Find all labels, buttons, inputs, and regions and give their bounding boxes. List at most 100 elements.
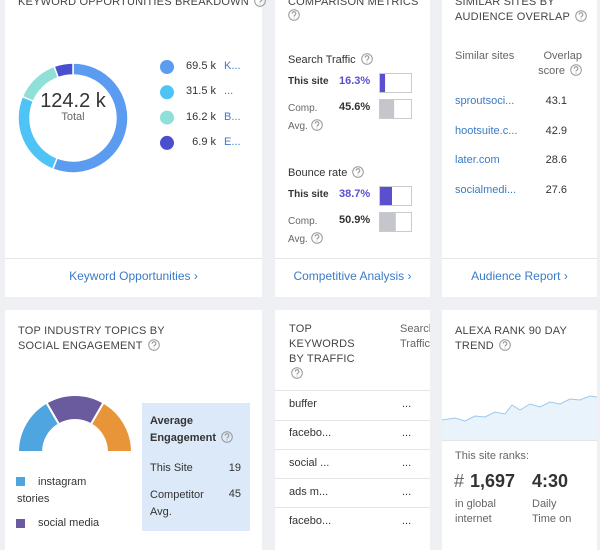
overlap-score: 27.6: [545, 183, 567, 196]
legend-label: instagram stories: [17, 476, 87, 505]
help-icon[interactable]: [291, 367, 303, 379]
subtitle: This site ranks:: [455, 450, 529, 462]
legend-label: E...: [224, 135, 241, 148]
help-icon[interactable]: [499, 339, 511, 351]
help-glyph: [570, 64, 582, 76]
trend-area: [442, 396, 597, 440]
title-text: TOP KEYWORDS BY TRAFFIC: [289, 323, 355, 365]
site-link[interactable]: socialmedi...: [455, 183, 517, 196]
help-icon[interactable]: [360, 53, 373, 65]
metric-name-text: Search Traffic: [288, 54, 356, 66]
help-icon[interactable]: [254, 0, 266, 7]
link[interactable]: Audience Report ›: [471, 269, 568, 283]
keyword-traffic: ...: [402, 398, 412, 410]
time-label: Daily Time on: [532, 498, 572, 525]
metric-name: Bounce rate: [288, 166, 365, 181]
metric-value: 50.9%: [339, 214, 371, 226]
legend-swatch: [16, 519, 25, 528]
title-text: Average Engagement: [150, 415, 217, 444]
keyword: facebo...: [289, 515, 332, 528]
row-label: Comp. Avg.: [288, 216, 318, 245]
help-icon[interactable]: [147, 339, 160, 351]
card-title: TOP INDUSTRY TOPICS BY SOCIAL ENGAGEMENT: [18, 324, 208, 354]
metric-bar: [380, 100, 395, 118]
keyword: facebo...: [289, 427, 332, 440]
help-row: [308, 119, 323, 134]
engagement-label: This Site: [150, 462, 193, 474]
legend-value: 69.5 k: [186, 60, 216, 72]
help-glyph: [291, 367, 303, 379]
trend-line: [441, 395, 598, 422]
row-label: Comp. Avg.: [288, 103, 318, 132]
metric-bar: [380, 187, 392, 205]
column-header: Overlap score: [530, 49, 582, 79]
help-glyph: [288, 9, 300, 21]
page: KEYWORD OPPORTUNITIES BREAKDOWN 124.2 k …: [5, 0, 598, 550]
legend-label: B...: [224, 110, 241, 123]
topics-chart: [16, 393, 134, 453]
card: [442, 0, 597, 297]
keyword-traffic: ...: [402, 427, 412, 440]
engagement-value: 19: [228, 462, 241, 474]
row-label: This site: [288, 76, 329, 87]
help-icon[interactable]: [221, 431, 233, 443]
title-text: COMPARISON METRICS: [288, 0, 419, 8]
link[interactable]: Keyword Opportunities ›: [69, 269, 198, 283]
engagement-title: Average Engagement: [150, 413, 245, 447]
card-title: COMPARISON METRICS: [288, 0, 419, 10]
time: 4:30: [532, 471, 569, 491]
help-icon[interactable]: [352, 166, 365, 178]
card-title: SIMILAR SITES BY AUDIENCE OVERLAP: [455, 0, 590, 25]
metric-name-text: Bounce rate: [288, 167, 348, 179]
legend-value: 16.2 k: [186, 110, 216, 123]
overlap-score: 42.9: [545, 124, 567, 137]
help-icon[interactable]: [311, 119, 323, 131]
dividers: [5, 258, 597, 508]
column-header: Similar sites: [455, 50, 515, 62]
help-row: [288, 9, 300, 24]
engagement-value: 45: [228, 488, 241, 500]
help-glyph: [311, 232, 323, 244]
legend-label: social media: [38, 517, 100, 529]
help-icon[interactable]: [288, 9, 300, 21]
site-link[interactable]: sproutsoci...: [455, 95, 515, 107]
total: 124.2 k: [40, 90, 106, 112]
help-glyph: [147, 339, 160, 351]
help-glyph: [254, 0, 266, 7]
site-link[interactable]: later.com: [455, 154, 500, 166]
metric-name: Search Traffic: [288, 53, 373, 68]
legend-dot: [160, 135, 174, 150]
row-label: This site: [288, 189, 329, 200]
legend-value: 31.5 k: [186, 85, 216, 98]
card-title: KEYWORD OPPORTUNITIES BREAKDOWN: [18, 0, 266, 10]
help-glyph: [360, 53, 373, 65]
topic-segment: [89, 401, 134, 453]
engagement-label: Competitor Avg.: [150, 489, 204, 518]
help-icon[interactable]: [311, 232, 323, 244]
help-glyph: [352, 166, 365, 178]
overlap-score: 43.1: [545, 95, 567, 107]
title-text: TOP INDUSTRY TOPICS BY SOCIAL ENGAGEMENT: [18, 325, 165, 352]
site-link[interactable]: hootsuite.c...: [455, 124, 518, 137]
legend-dot: [160, 85, 174, 100]
help-glyph: [499, 339, 511, 351]
title-text: KEYWORD OPPORTUNITIES BREAKDOWN: [18, 0, 249, 8]
help-icon[interactable]: [575, 10, 587, 22]
keyword: buffer: [289, 398, 317, 410]
help-glyph: [221, 431, 233, 443]
keyword: social ...: [289, 456, 330, 469]
legend-label: ...: [224, 85, 234, 98]
title-text: SIMILAR SITES BY AUDIENCE OVERLAP: [455, 0, 571, 23]
help-icon[interactable]: [570, 64, 582, 76]
overlap-score: 28.6: [545, 154, 567, 166]
card: [275, 310, 430, 550]
metric-bar: [380, 74, 386, 92]
metric-value: 16.3%: [339, 75, 371, 87]
keyword-traffic: ...: [402, 485, 412, 498]
card-title: ALEXA RANK 90 DAY TREND: [455, 324, 575, 354]
legend-label: K...: [224, 60, 241, 72]
card: [275, 0, 430, 297]
legend-dot: [160, 60, 174, 74]
graphics: [5, 60, 598, 531]
link[interactable]: Competitive Analysis ›: [293, 269, 412, 283]
